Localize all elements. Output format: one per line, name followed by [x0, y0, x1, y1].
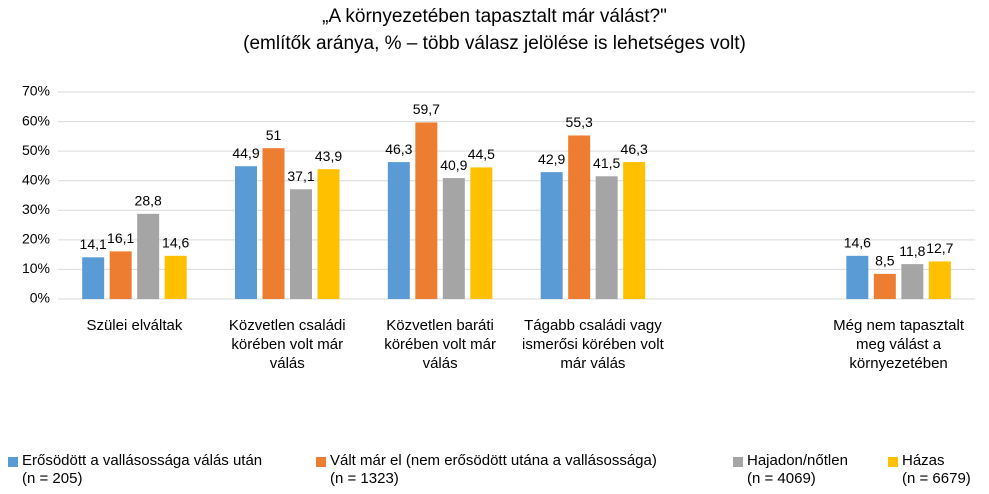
bar: [262, 148, 285, 299]
bar: [901, 264, 924, 299]
bar: [82, 257, 105, 299]
x-tick-label: Még nem tapasztalt meg válást a környeze…: [833, 317, 965, 372]
bar: [164, 255, 187, 299]
bar: [137, 213, 160, 299]
data-label: 37,1: [287, 168, 314, 184]
legend-entry: Erősödött a vallásossága válás után (n =…: [8, 452, 262, 488]
legend-entry: Vált már el (nem erősödött utána a vallá…: [316, 452, 657, 488]
bar: [387, 162, 410, 299]
bar: [928, 261, 951, 299]
x-tick-label: Tágabb családi vagy ismerősi körében vol…: [522, 317, 664, 372]
data-label: 40,9: [440, 157, 467, 173]
data-label: 42,9: [538, 151, 565, 167]
data-label: 16,1: [107, 230, 134, 246]
x-tick-label: Közvetlen családi körében volt már válás: [228, 317, 346, 372]
bar: [235, 166, 257, 299]
data-label: 43,9: [315, 148, 342, 164]
y-tick-label: 60%: [22, 112, 50, 128]
data-label: 14,6: [162, 235, 189, 251]
legend-swatch: [8, 457, 18, 467]
data-label: 12,7: [926, 240, 953, 256]
bar: [442, 178, 465, 299]
bar: [595, 176, 618, 299]
x-tick-label: Szülei elváltak: [86, 317, 183, 334]
data-label: 14,1: [80, 236, 107, 252]
data-label: 46,3: [621, 141, 648, 157]
bar: [623, 162, 646, 299]
data-label: 44,9: [232, 145, 259, 161]
legend-entry: Házas (n = 6679): [888, 452, 971, 488]
data-label: 44,5: [468, 146, 495, 162]
data-label: 59,7: [413, 101, 440, 117]
bar: [317, 169, 340, 299]
bar: [109, 251, 132, 299]
y-tick-label: 40%: [22, 171, 50, 187]
legend-swatch: [888, 457, 898, 467]
y-tick-label: 20%: [22, 231, 50, 247]
bar: [470, 167, 493, 299]
bar: [290, 189, 312, 299]
chart-subtitle: (említők aránya, % – több válasz jelölés…: [243, 33, 746, 54]
data-label: 14,6: [844, 235, 871, 251]
data-label: 41,5: [593, 155, 620, 171]
bar: [415, 122, 438, 299]
legend-swatch: [733, 457, 743, 467]
data-label: 51: [266, 127, 282, 143]
y-tick-label: 70%: [22, 83, 50, 99]
legend-entry: Hajadon/nőtlen (n = 4069): [733, 452, 848, 488]
bar: [873, 273, 896, 299]
legend-swatch: [316, 457, 326, 467]
bar: [846, 255, 869, 299]
y-tick-label: 10%: [22, 260, 50, 276]
x-tick-label: Közvetlen baráti körében volt már válás: [384, 317, 496, 372]
data-label: 46,3: [385, 141, 412, 157]
data-label: 55,3: [566, 114, 593, 130]
bar: [568, 135, 591, 299]
y-tick-label: 50%: [22, 142, 50, 158]
y-tick-label: 0%: [30, 290, 50, 306]
data-label: 8,5: [875, 253, 895, 269]
bar: [540, 172, 563, 299]
y-tick-label: 30%: [22, 201, 50, 217]
data-label: 28,8: [135, 193, 162, 209]
chart-title: „A környezetében tapasztalt már válást?": [322, 6, 667, 27]
data-label: 11,8: [899, 243, 925, 259]
